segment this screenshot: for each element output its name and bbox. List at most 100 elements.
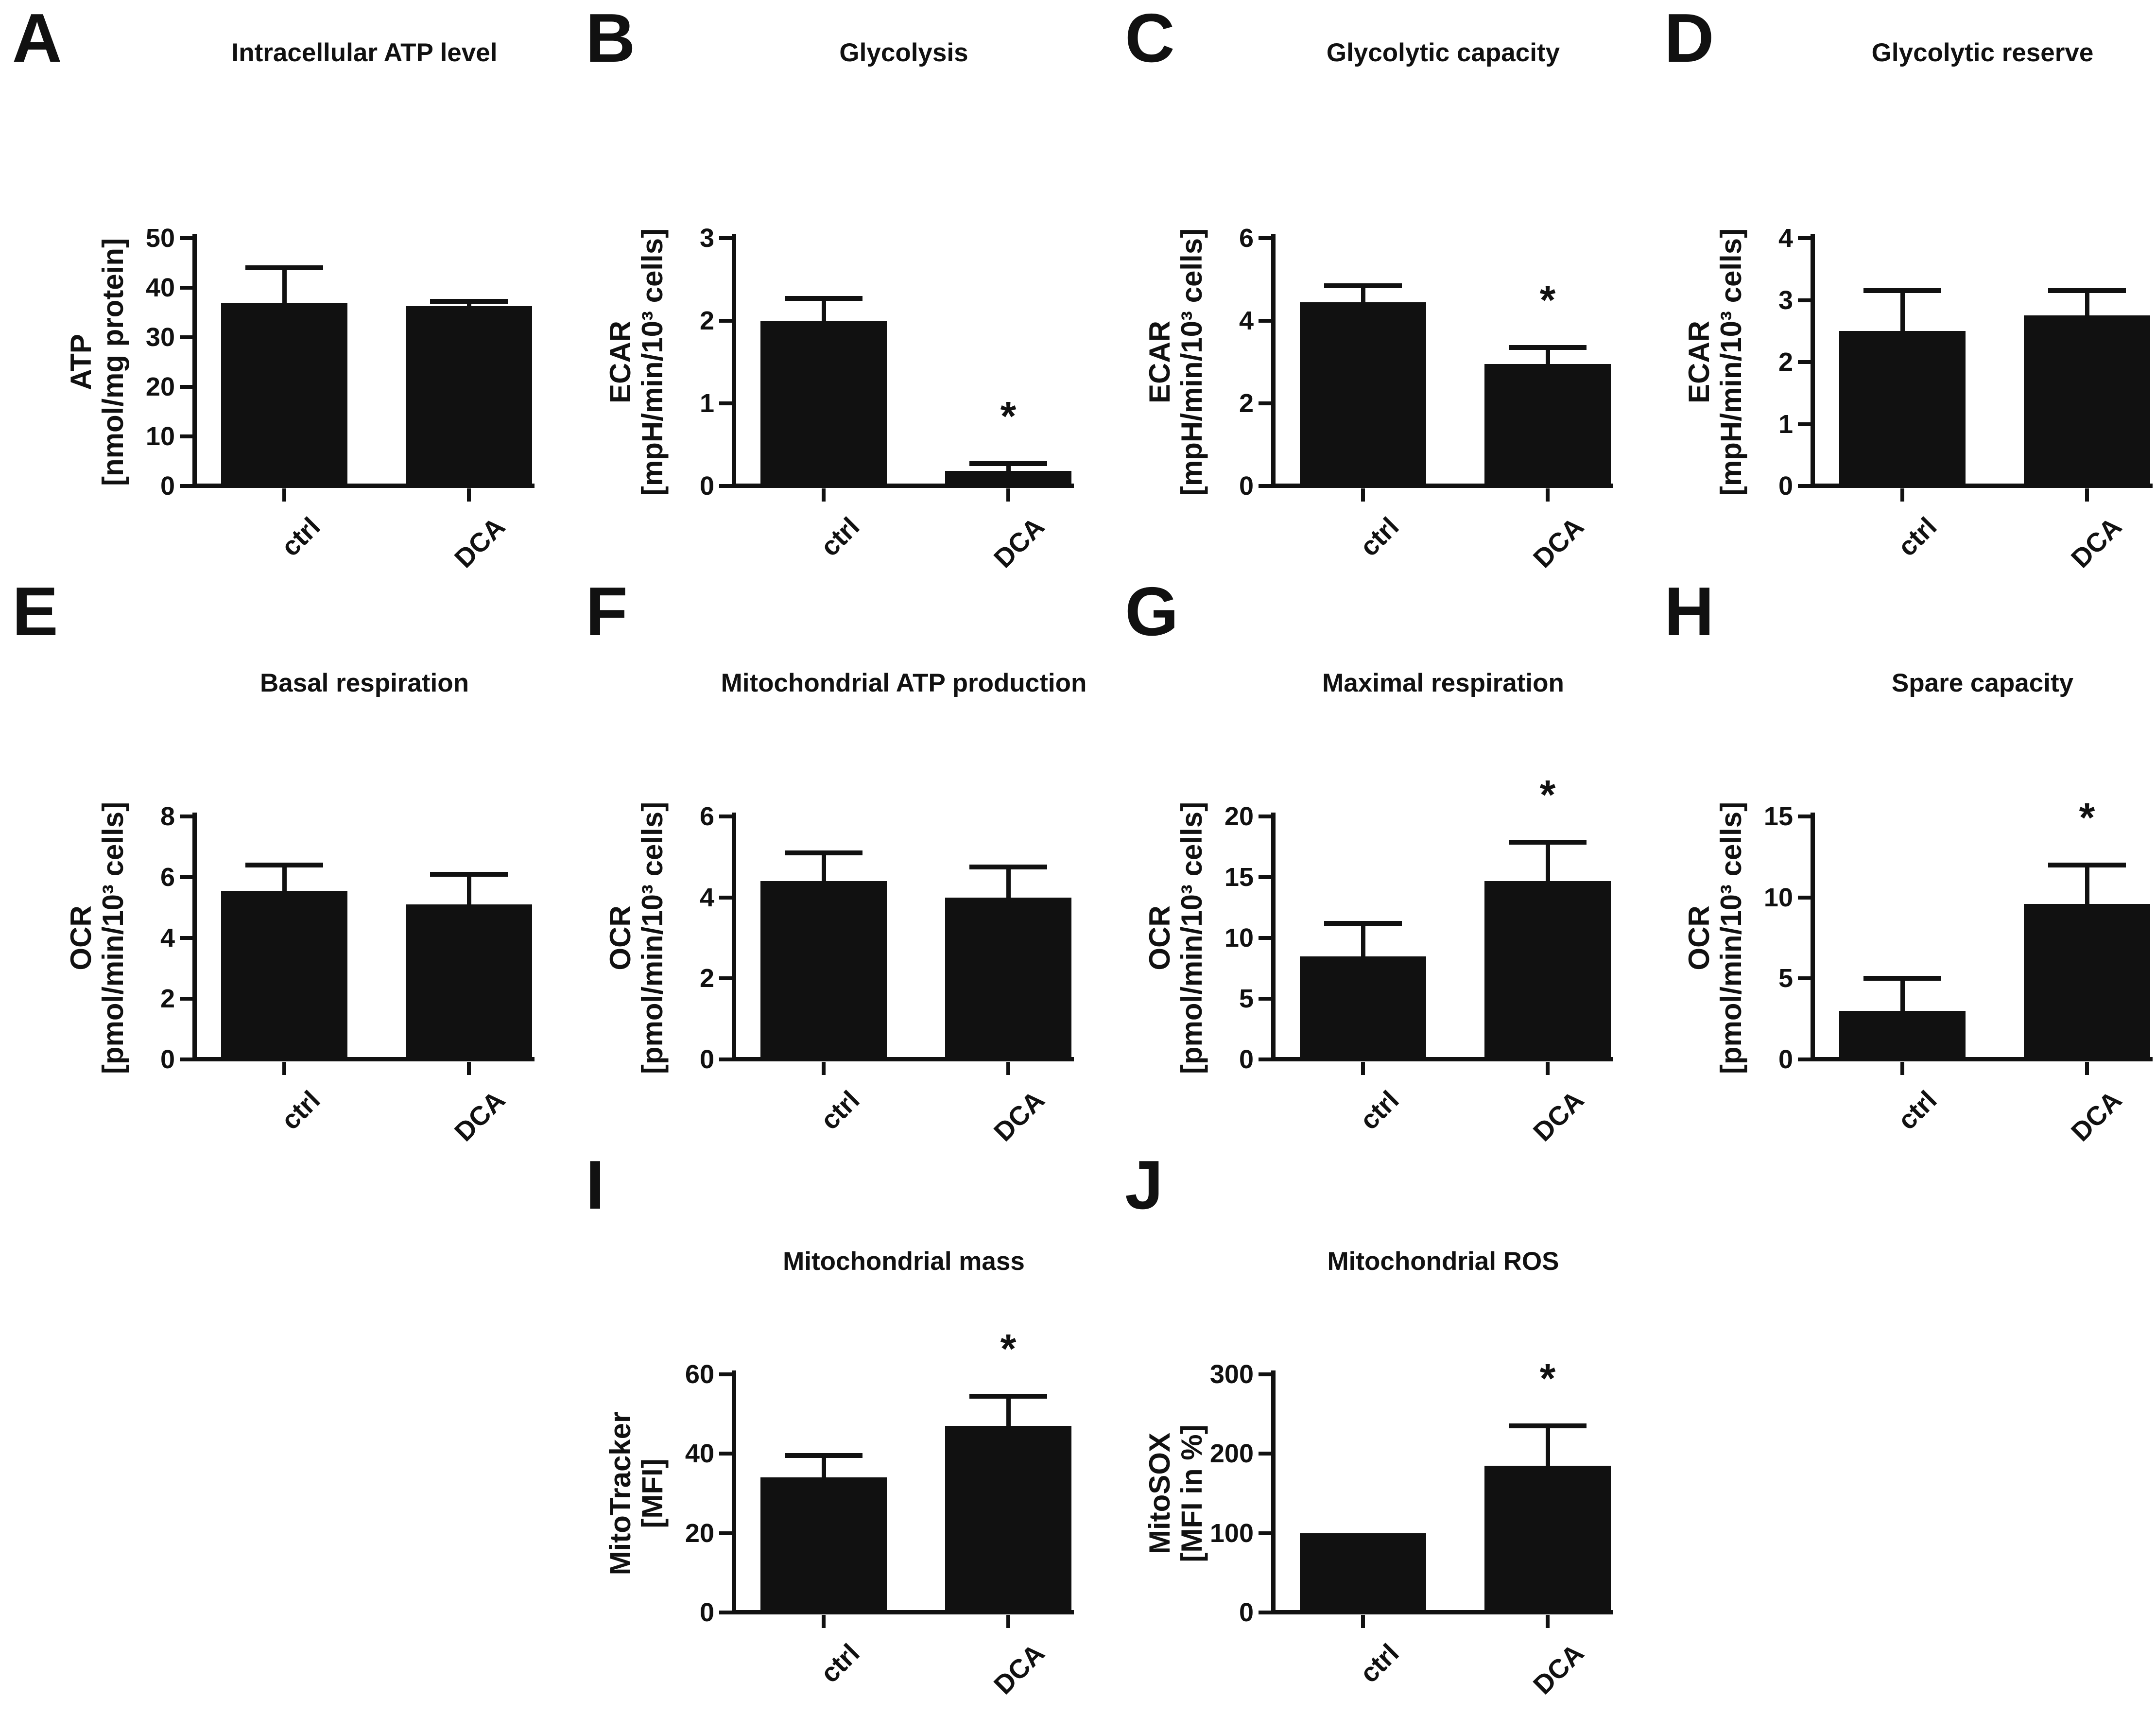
panel-i: I Mitochondrial mass MitoTracker [MFI] 0… bbox=[539, 1147, 1079, 1716]
y-tick-label: 0 bbox=[1239, 1598, 1254, 1627]
plot-area: 0 2 4 6 ctrl * DCA bbox=[1079, 0, 1618, 573]
bar-ctrl bbox=[760, 1477, 887, 1612]
y-tick-label: 30 bbox=[145, 323, 175, 352]
y-tick bbox=[180, 936, 193, 940]
x-tick-label: ctrl bbox=[814, 1085, 866, 1136]
y-tick-label: 2 bbox=[699, 964, 714, 993]
y-tick bbox=[719, 976, 732, 981]
y-tick-label: 40 bbox=[685, 1439, 714, 1469]
y-tick bbox=[719, 401, 732, 405]
error-bar-cap bbox=[2048, 863, 2126, 867]
error-bar bbox=[1361, 285, 1365, 304]
x-tick-label: DCA bbox=[987, 1638, 1051, 1700]
plot-area: 0 1 2 3 4 ctrl DCA bbox=[1618, 0, 2156, 573]
panel-j: J Mitochondrial ROS MitoSOX [MFI in %] 0… bbox=[1079, 1147, 1618, 1716]
panel-letter: J bbox=[1125, 1146, 1163, 1224]
x-tick bbox=[467, 1062, 471, 1075]
bar-dca bbox=[945, 471, 1071, 486]
x-tick-label: DCA bbox=[2065, 1085, 2128, 1147]
bar-dca bbox=[1484, 364, 1611, 486]
y-tick bbox=[1798, 976, 1811, 981]
bar-ctrl bbox=[1839, 331, 1966, 486]
error-bar-cap bbox=[969, 461, 1047, 467]
y-tick bbox=[719, 1531, 732, 1535]
y-tick-label: 4 bbox=[160, 923, 175, 953]
chart-title: Maximal respiration bbox=[1322, 669, 1564, 697]
error-bar-cap bbox=[1509, 839, 1587, 845]
y-tick bbox=[719, 1057, 732, 1061]
y-tick-label: 20 bbox=[145, 372, 175, 401]
significance-asterisk: * bbox=[1539, 277, 1556, 323]
y-tick-label: 6 bbox=[160, 863, 175, 892]
y-axis bbox=[732, 1370, 736, 1612]
y-tick bbox=[1259, 875, 1272, 879]
x-tick bbox=[2085, 488, 2089, 502]
plot-area: 0 5 10 15 ctrl * DCA bbox=[1618, 573, 2156, 1147]
y-tick-label: 0 bbox=[1778, 1045, 1793, 1074]
y-tick bbox=[1259, 815, 1272, 818]
y-tick-label: 15 bbox=[1763, 802, 1793, 831]
error-bar bbox=[822, 1456, 826, 1480]
y-tick bbox=[180, 236, 193, 240]
bar-dca bbox=[406, 306, 532, 486]
y-tick bbox=[719, 1452, 732, 1456]
x-tick-label: DCA bbox=[1527, 1638, 1590, 1700]
y-axis bbox=[1271, 813, 1276, 1059]
error-bar bbox=[1546, 842, 1550, 883]
x-tick-label: DCA bbox=[448, 511, 511, 574]
y-tick bbox=[1798, 298, 1811, 302]
y-axis bbox=[192, 813, 197, 1059]
chart-title: Glycolytic reserve bbox=[1871, 38, 2094, 67]
panel-g: G Maximal respiration OCR [pmol/min/10³ … bbox=[1079, 573, 1618, 1147]
error-bar bbox=[1006, 1396, 1011, 1428]
y-tick bbox=[1259, 1372, 1272, 1376]
y-axis bbox=[732, 813, 736, 1059]
x-tick-label: ctrl bbox=[1354, 1638, 1405, 1689]
panel-letter: C bbox=[1125, 0, 1175, 77]
y-tick bbox=[719, 895, 732, 900]
y-tick-label: 0 bbox=[160, 1045, 175, 1074]
y-axis bbox=[1811, 234, 1815, 486]
plot-area: 0 10 20 30 40 50 ctrl DCA bbox=[0, 0, 539, 573]
y-tick-label: 10 bbox=[1224, 923, 1254, 953]
error-bar bbox=[282, 865, 287, 893]
y-tick bbox=[719, 1372, 732, 1376]
panel-c: C Glycolytic capacity ECAR [mpH/min/10³ … bbox=[1079, 0, 1618, 573]
x-axis bbox=[1811, 484, 2153, 488]
x-tick bbox=[2085, 1062, 2089, 1075]
bar-dca bbox=[1484, 1465, 1611, 1612]
x-axis bbox=[1271, 484, 1613, 488]
panel-letter: I bbox=[586, 1146, 605, 1224]
bar-ctrl bbox=[1300, 956, 1426, 1059]
significance-asterisk: * bbox=[2079, 795, 2095, 840]
plot-area: 0 2 4 6 8 ctrl DCA bbox=[0, 573, 539, 1147]
y-tick bbox=[719, 236, 732, 240]
y-tick bbox=[1259, 936, 1272, 940]
y-tick-label: 4 bbox=[699, 883, 714, 912]
y-axis bbox=[192, 234, 197, 486]
error-bar-cap bbox=[430, 298, 508, 304]
y-axis bbox=[1811, 813, 1815, 1059]
error-bar bbox=[1900, 978, 1905, 1013]
error-bar-cap bbox=[1324, 921, 1402, 926]
y-tick bbox=[1259, 1611, 1272, 1614]
y-axis bbox=[732, 234, 736, 486]
x-tick bbox=[1900, 488, 1904, 502]
error-bar bbox=[2085, 291, 2089, 318]
y-tick bbox=[1798, 895, 1811, 900]
panel-a: A Intracellular ATP level ATP [nmol/mg p… bbox=[0, 0, 539, 573]
x-tick bbox=[282, 488, 286, 502]
y-tick-label: 0 bbox=[1778, 471, 1793, 501]
error-bar bbox=[1006, 867, 1011, 900]
y-tick bbox=[180, 286, 193, 290]
y-tick bbox=[1259, 236, 1272, 240]
error-bar-cap bbox=[1863, 976, 1941, 981]
x-tick-label: DCA bbox=[1527, 511, 1590, 574]
y-tick-label: 40 bbox=[145, 273, 175, 302]
bar-ctrl bbox=[1300, 1533, 1426, 1612]
bar-ctrl bbox=[760, 881, 887, 1059]
panel-e: E Basal respiration OCR [pmol/min/10³ ce… bbox=[0, 573, 539, 1147]
error-bar bbox=[1006, 464, 1011, 473]
x-axis bbox=[192, 1057, 535, 1061]
error-bar bbox=[467, 874, 471, 907]
